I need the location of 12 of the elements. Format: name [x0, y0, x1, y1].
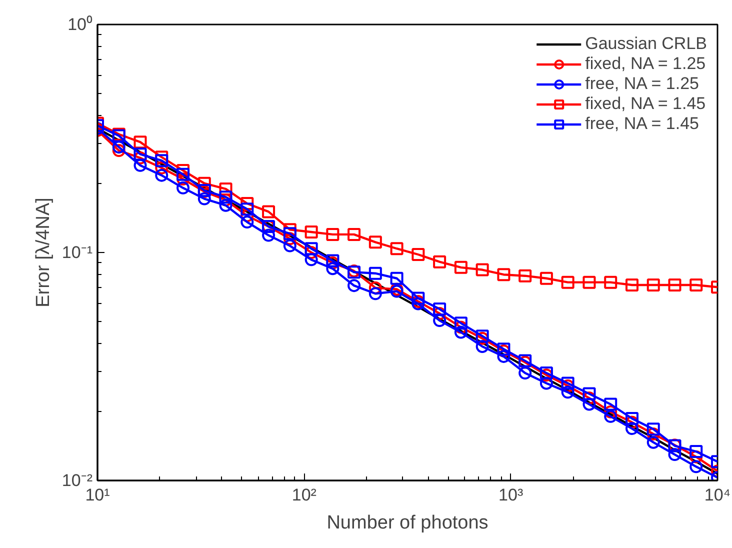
x-axis-title: Number of photons — [326, 512, 488, 534]
legend-label: free, NA = 1.25 — [585, 74, 699, 94]
legend-label: Gaussian CRLB — [585, 34, 707, 54]
y-tick-label: 10⁻¹ — [62, 243, 93, 262]
y-tick-label: 10⁰ — [68, 15, 93, 34]
legend-label: fixed, NA = 1.25 — [585, 54, 706, 74]
legend-label: fixed, NA = 1.45 — [585, 94, 706, 114]
x-tick-label: 10² — [292, 486, 317, 504]
x-tick-label: 10⁴ — [704, 486, 731, 504]
y-axis-title: Error [λ/4NA] — [32, 198, 54, 308]
x-tick-label: 10³ — [498, 486, 524, 504]
legend-label: free, NA = 1.45 — [585, 114, 699, 134]
